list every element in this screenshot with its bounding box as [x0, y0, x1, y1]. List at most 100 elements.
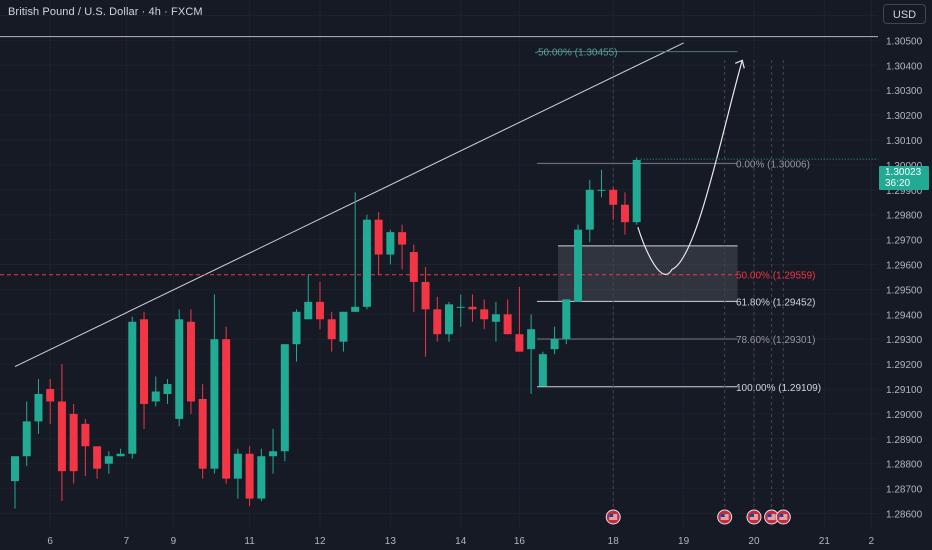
candle — [304, 274, 313, 320]
candle-body — [433, 309, 442, 335]
price-tick-label: 1.29400 — [886, 310, 923, 321]
candle-body — [386, 232, 395, 255]
drawing-layer[interactable] — [0, 36, 878, 510]
candle — [632, 157, 641, 225]
candle-body — [597, 189, 606, 191]
candle — [245, 446, 254, 507]
candle-body — [421, 281, 430, 310]
candle — [128, 316, 137, 459]
projection-curve[interactable] — [637, 60, 743, 275]
fib-level-label: 61.80% (1.29452) — [736, 297, 816, 308]
price-axis[interactable]: 1.306001.305001.304001.303001.302001.301… — [878, 0, 932, 550]
candle-body — [304, 301, 313, 320]
candle — [292, 309, 301, 362]
time-tick-label: 21 — [819, 536, 831, 547]
candle — [409, 244, 418, 312]
candle — [269, 428, 278, 474]
trend-line[interactable] — [14, 42, 684, 368]
candle-body — [269, 451, 278, 457]
candle — [421, 266, 430, 357]
fib-level-label: 0.00% (1.30006) — [736, 159, 810, 170]
candle-body — [503, 314, 512, 335]
candle — [445, 301, 454, 342]
candle-body — [198, 398, 207, 469]
time-tick-label: 9 — [171, 536, 177, 547]
candle-body — [151, 391, 160, 402]
candle — [491, 301, 500, 342]
candle-body — [374, 219, 383, 255]
candle-body — [175, 319, 184, 419]
time-tick-label: 7 — [124, 536, 130, 547]
price-tick-label: 1.28600 — [886, 510, 923, 521]
economic-event-icon[interactable] — [605, 509, 621, 525]
candle — [327, 311, 336, 352]
event-flag-canton — [767, 514, 772, 517]
economic-event-icon[interactable] — [717, 509, 733, 525]
candle — [57, 364, 66, 502]
candle — [34, 379, 43, 434]
candle-body — [409, 252, 418, 282]
economic-event-icon[interactable] — [746, 509, 762, 525]
price-tick-label: 1.30100 — [886, 136, 923, 147]
candle-body — [140, 319, 149, 404]
price-tick-label: 1.28700 — [886, 485, 923, 496]
economic-event-icon[interactable] — [775, 509, 791, 525]
candle — [456, 294, 465, 327]
price-tick-label: 1.30500 — [886, 36, 923, 47]
currency-button[interactable]: USD — [883, 4, 926, 24]
fib-labels-layer: -50.00% (1.30455) 0.00% (1.30006) 50.00% (… — [535, 48, 821, 394]
time-axis[interactable]: 6 7 9 11 12 13 14 16 18 19 20 21 2 — [0, 530, 878, 550]
fib-level-label: 78.60% (1.29301) — [736, 335, 816, 346]
candle-body — [609, 189, 618, 205]
candle-body — [339, 311, 348, 342]
candle-body — [362, 219, 371, 307]
candle — [116, 448, 125, 457]
event-flag-canton — [609, 514, 614, 517]
candle-body — [210, 339, 219, 469]
candle — [280, 344, 289, 462]
time-tick-label: 16 — [514, 536, 526, 547]
candle-body — [398, 232, 407, 245]
candle — [585, 179, 594, 243]
events-layer[interactable] — [605, 509, 791, 525]
candle — [362, 214, 371, 310]
candle-body — [315, 301, 324, 320]
candle-body — [445, 304, 454, 335]
time-tick-label: 12 — [314, 536, 326, 547]
candle-body — [257, 456, 266, 499]
candle-body — [233, 453, 242, 479]
zone-rectangle[interactable] — [558, 245, 738, 302]
projection-arrowhead — [735, 59, 745, 69]
price-tick-label: 1.30300 — [886, 86, 923, 97]
candle-body — [46, 389, 55, 402]
candle — [151, 376, 160, 407]
candle-body — [550, 339, 559, 350]
candle-body — [574, 229, 583, 302]
candle-body — [491, 314, 500, 322]
candle — [398, 224, 407, 270]
candle-body — [515, 334, 524, 352]
time-tick-label: 6 — [47, 536, 53, 547]
candle-body — [11, 456, 19, 482]
candle-body — [280, 344, 289, 452]
event-flag-canton — [779, 514, 784, 517]
candle — [46, 379, 55, 424]
candle-body — [81, 423, 90, 447]
candle-body — [468, 306, 477, 310]
candle — [186, 309, 195, 414]
bar-countdown: 36:20 — [885, 178, 911, 189]
candle-body — [538, 354, 547, 387]
price-tick-label: 1.29900 — [886, 186, 923, 197]
candle — [538, 351, 547, 387]
candle — [257, 448, 266, 502]
fib-level-label: -50.00% (1.30455) — [535, 48, 618, 59]
candle — [81, 418, 90, 477]
candle — [210, 294, 219, 474]
price-tick-label: 1.29200 — [886, 360, 923, 371]
candle-body — [222, 339, 231, 479]
candle — [163, 379, 172, 404]
candle-body — [128, 321, 137, 454]
candle-body — [456, 306, 465, 308]
